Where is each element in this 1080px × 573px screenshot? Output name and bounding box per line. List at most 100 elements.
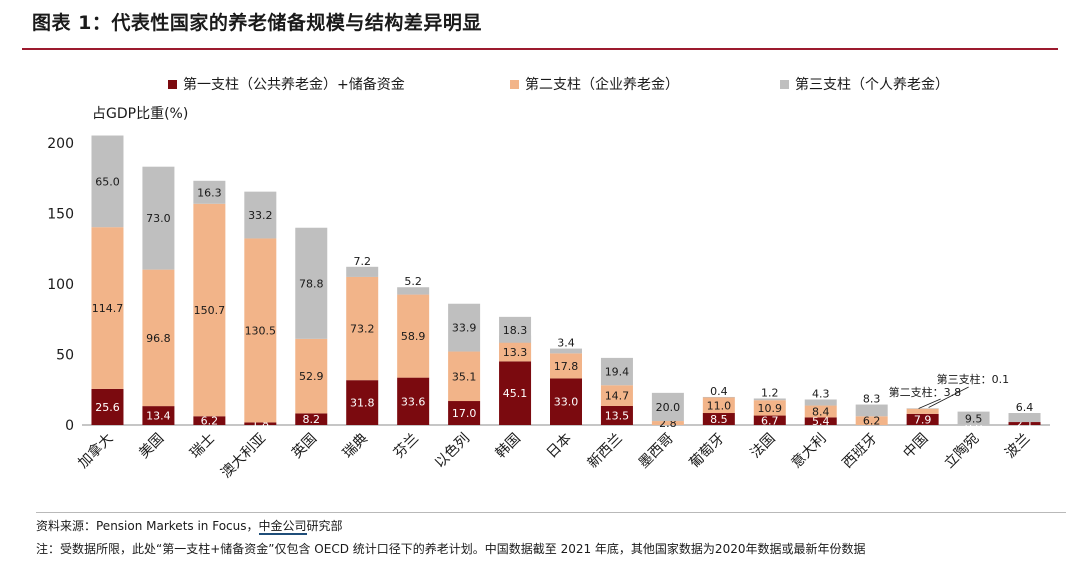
x-tick-label: 澳大利亚 (218, 431, 269, 482)
annotation-leader-pillar3 (928, 386, 969, 408)
data-label: 13.5 (605, 409, 630, 422)
data-label: 35.1 (452, 370, 477, 383)
legend-item-pillar2: 第二支柱（企业养老金） (510, 74, 679, 94)
data-label: 7.2 (353, 255, 371, 268)
bar-segment-3 (91, 135, 124, 228)
x-tick-label: 美国 (136, 431, 167, 462)
data-label: 25.6 (95, 401, 120, 414)
bar-segment-3 (651, 392, 684, 422)
data-label: 114.7 (92, 302, 124, 315)
bar-segment-3 (906, 408, 939, 409)
chart-legend: 第一支柱（公共养老金）+储备资金 第二支柱（企业养老金） 第三支柱（个人养老金） (0, 74, 1080, 96)
bar-segment-2 (193, 203, 226, 417)
data-label: 3.4 (557, 337, 575, 350)
x-tick-label: 西班牙 (840, 431, 881, 472)
data-label: 6.4 (1016, 401, 1034, 414)
bar-segment-2 (753, 400, 786, 416)
data-label: 73.0 (146, 212, 171, 225)
data-label: 45.1 (503, 387, 528, 400)
x-tick-label: 芬兰 (391, 431, 422, 462)
bar-segment-1 (193, 416, 226, 425)
data-label: 5.4 (812, 415, 830, 428)
data-label: 65.0 (95, 175, 120, 188)
x-tick-label: 瑞典 (340, 431, 371, 462)
data-label: 6.7 (761, 414, 779, 427)
bar-segment-3 (448, 303, 481, 352)
data-label: 16.3 (197, 186, 222, 199)
data-label: 73.2 (350, 323, 375, 336)
source-org-link[interactable]: 中金公司 (258, 519, 307, 535)
bar-segment-2 (702, 397, 735, 414)
y-axis-label: 占GDP比重(%) (92, 106, 189, 122)
x-tick-label: 波兰 (1002, 431, 1033, 462)
data-label: 13.4 (146, 410, 171, 423)
data-label: 17.8 (554, 360, 579, 373)
legend-label-pillar2: 第二支柱（企业养老金） (525, 77, 679, 93)
data-label: 6.2 (863, 415, 881, 428)
bar-segment-1 (600, 405, 633, 425)
data-label: 78.8 (299, 277, 324, 290)
data-label: 10.9 (758, 402, 783, 415)
bar-segment-1 (91, 388, 124, 425)
bar-segment-2 (651, 421, 684, 425)
data-label: 6.2 (201, 415, 219, 428)
bar-segment-1 (804, 417, 837, 425)
x-tick-label: 瑞士 (187, 431, 218, 462)
legend-label-pillar3: 第三支柱（个人养老金） (795, 77, 949, 93)
bar-segment-2 (448, 351, 481, 402)
bar-segment-2 (600, 385, 633, 406)
x-tick-label: 以色列 (431, 430, 473, 472)
data-label: 33.2 (248, 209, 273, 222)
page-title: 图表 1：代表性国家的养老储备规模与结构差异明显 (32, 12, 482, 34)
bar-segment-3 (142, 166, 175, 270)
bar-segment-1 (295, 413, 328, 425)
stacked-bar-chart: 0 50 100 150 200 25.6 114.7 65.0 加拿大 13.4 96.8 73.0… (47, 135, 1050, 482)
bar-segment-3 (244, 191, 277, 239)
data-label: 5.2 (404, 275, 422, 288)
bar-segment-2 (295, 338, 328, 414)
annotation-china-pillar2: 第二支柱：3.8 (889, 385, 962, 399)
data-label: 11.0 (707, 399, 732, 412)
data-label: 18.3 (503, 324, 528, 337)
title-divider (22, 48, 1058, 50)
y-tick-label: 100 (47, 277, 74, 293)
bar-segment-1 (142, 406, 175, 425)
bar-segment-1 (499, 361, 532, 425)
data-label: 96.8 (146, 332, 171, 345)
bar-segment-2 (550, 353, 582, 379)
data-label: 8.5 (710, 413, 728, 426)
legend-label-pillar1: 第一支柱（公共养老金）+储备资金 (183, 77, 405, 93)
source-divider (36, 512, 1066, 513)
bar-segment-3 (397, 287, 430, 295)
bar-segment-1 (448, 401, 481, 425)
data-label: 150.7 (194, 304, 226, 317)
bar-segment-2 (499, 342, 532, 362)
x-tick-label: 英国 (288, 430, 320, 462)
bar-segment-3 (957, 411, 990, 425)
x-tick-label: 加拿大 (75, 430, 117, 472)
data-label: 17.0 (452, 407, 477, 420)
bar-segment-1 (1008, 422, 1041, 425)
x-tick-label: 墨西哥 (636, 431, 677, 472)
bar-segment-3 (193, 180, 226, 204)
x-tick-label: 立陶宛 (941, 431, 982, 472)
legend-swatch-pillar3 (780, 79, 789, 89)
bar-segment-2 (142, 269, 175, 407)
data-label: 33.6 (401, 395, 426, 408)
footnote: 注：受数据所限，此处“第一支柱+储备资金”仅包含 OECD 统计口径下的养老计划… (36, 542, 866, 556)
data-label: 33.0 (554, 396, 579, 409)
bar-segment-3 (550, 348, 582, 354)
data-label: 1.2 (761, 386, 779, 399)
annotation-leader-pillar2 (918, 398, 941, 409)
bar-segment-1 (753, 415, 786, 425)
data-label: 14.7 (605, 390, 630, 403)
data-label: 33.9 (452, 322, 477, 335)
bar-segment-2 (91, 227, 124, 389)
legend-swatch-pillar1 (168, 79, 177, 89)
bar-segment-1 (702, 413, 735, 425)
y-tick-label: 200 (47, 136, 74, 152)
bar-segment-1 (244, 422, 277, 425)
data-label: 7.9 (914, 413, 932, 426)
bar-segment-3 (804, 399, 837, 406)
data-label: 4.3 (812, 387, 830, 400)
